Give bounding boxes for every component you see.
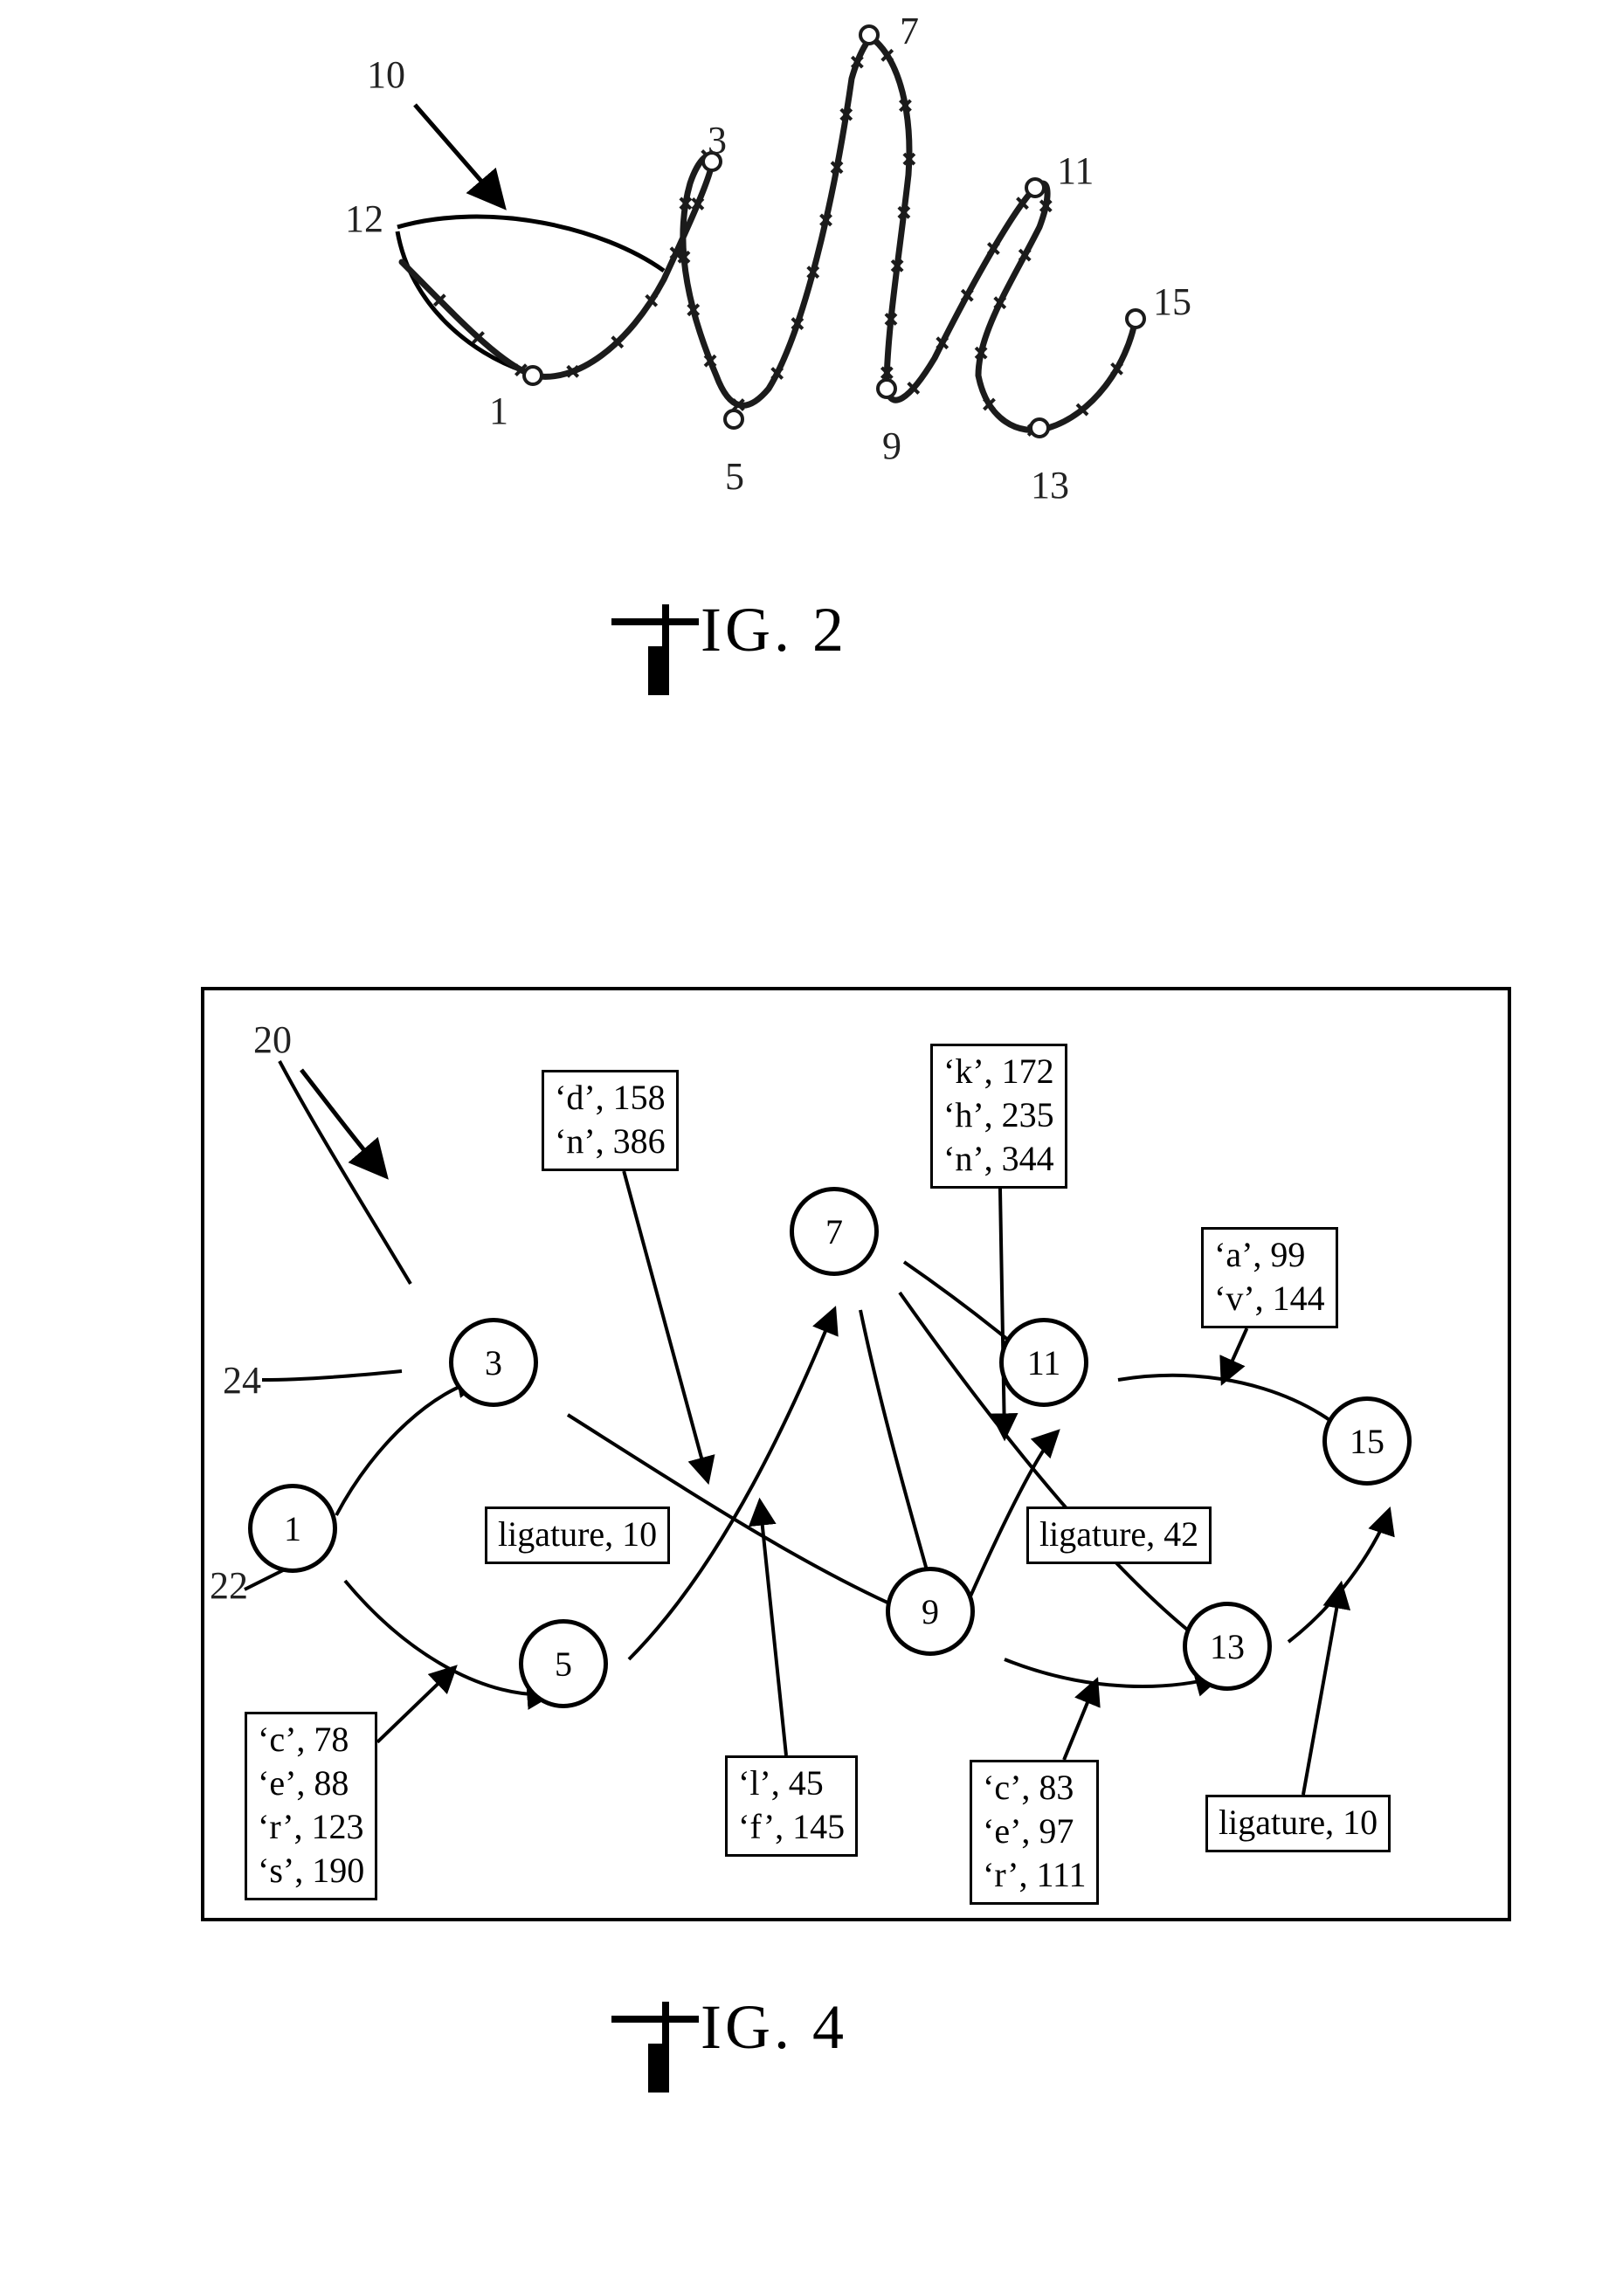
node-15-label: 15	[1350, 1421, 1384, 1462]
node-7: 7	[790, 1187, 879, 1276]
box-9-13: ‘c’, 83‘e’, 97‘r’, 111	[970, 1760, 1099, 1905]
node-7-label: 7	[825, 1211, 843, 1252]
box-11-15: ‘a’, 99‘v’, 144	[1201, 1227, 1338, 1328]
labelbox-line: ligature, 10	[1219, 1801, 1378, 1844]
box-5-7: ‘l’, 45‘f’, 145	[725, 1755, 858, 1857]
fig2-pt-7: 7	[900, 9, 919, 53]
node-11-label: 11	[1027, 1342, 1061, 1383]
labelbox-line: ‘s’, 190	[258, 1849, 364, 1893]
node-5: 5	[519, 1619, 608, 1708]
fig4-leaders	[0, 856, 1602, 2166]
labelbox-line: ‘f’, 145	[738, 1805, 845, 1849]
fig2-caption-text: IG. 2	[701, 594, 847, 666]
labelbox-line: ‘r’, 123	[258, 1805, 364, 1849]
box-13-15-lig: ligature, 10	[1205, 1795, 1391, 1852]
node-3: 3	[449, 1318, 538, 1407]
node-9: 9	[886, 1567, 975, 1656]
fig-f-glyph	[611, 2002, 699, 2054]
labelbox-line: ‘l’, 45	[738, 1762, 845, 1805]
node-3-label: 3	[485, 1342, 502, 1383]
fig-f-glyph	[611, 604, 699, 657]
labelbox-line: ‘n’, 386	[555, 1120, 666, 1163]
labelbox-line: ‘h’, 235	[943, 1093, 1054, 1137]
labelbox-line: ‘e’, 88	[258, 1762, 364, 1805]
node-11: 11	[999, 1318, 1088, 1407]
box-9-11-lig: ligature, 42	[1026, 1507, 1212, 1564]
labelbox-line: ‘n’, 344	[943, 1137, 1054, 1181]
labelbox-line: ‘a’, 99	[1214, 1233, 1325, 1277]
fig2-pt-9: 9	[882, 424, 901, 468]
node-13: 13	[1183, 1602, 1272, 1691]
figure-4: 20 24 22 1 3 5 7 9 11 13 15 ‘c’, 78‘e’, …	[0, 856, 1602, 2166]
labelbox-line: ‘k’, 172	[943, 1050, 1054, 1093]
fig2-caption: IG. 2	[611, 594, 847, 666]
node-1-label: 1	[284, 1508, 301, 1549]
fig2-pt-15: 15	[1153, 279, 1191, 324]
node-1: 1	[248, 1484, 337, 1573]
node-5-label: 5	[555, 1644, 572, 1685]
fig2-pt-13: 13	[1031, 463, 1069, 507]
labelbox-line: ‘r’, 111	[983, 1853, 1086, 1897]
fig4-caption-text: IG. 4	[701, 1991, 847, 2064]
box-1-5: ‘c’, 78‘e’, 88‘r’, 123‘s’, 190	[245, 1712, 377, 1900]
node-15: 15	[1322, 1396, 1412, 1486]
fig2-pt-5: 5	[725, 454, 744, 499]
labelbox-line: ‘v’, 144	[1214, 1277, 1325, 1320]
labelbox-line: ‘c’, 78	[258, 1718, 364, 1762]
fig2-pt-11: 11	[1057, 148, 1094, 193]
fig2-stroke	[0, 0, 1602, 786]
labelbox-line: ‘e’, 97	[983, 1810, 1086, 1853]
node-13-label: 13	[1210, 1626, 1245, 1667]
box-7-13: ‘k’, 172‘h’, 235‘n’, 344	[930, 1044, 1067, 1189]
node-9-label: 9	[922, 1591, 939, 1632]
labelbox-line: ligature, 42	[1039, 1513, 1198, 1556]
labelbox-line: ‘c’, 83	[983, 1766, 1086, 1810]
labelbox-line: ligature, 10	[498, 1513, 657, 1556]
figure-2: 10 12 1 3 5 7 9 11 13 15 IG. 2	[0, 0, 1602, 786]
fig2-pt-3: 3	[708, 118, 727, 162]
fig2-pt-1: 1	[489, 389, 508, 433]
labelbox-line: ‘d’, 158	[555, 1076, 666, 1120]
fig4-caption: IG. 4	[611, 1991, 847, 2064]
box-3-9: ‘d’, 158‘n’, 386	[542, 1070, 679, 1171]
box-1-3-lig: ligature, 10	[485, 1507, 670, 1564]
